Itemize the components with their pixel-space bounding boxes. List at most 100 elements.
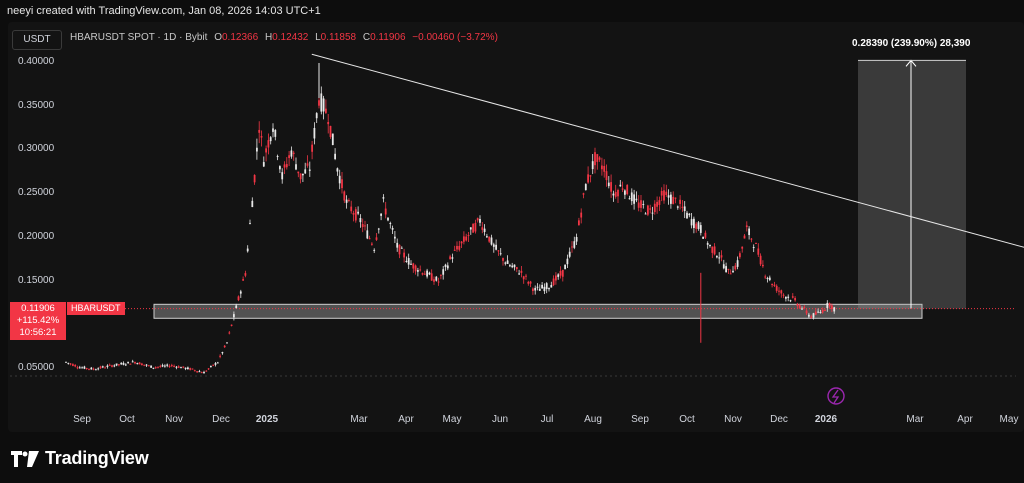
candle-body <box>115 363 118 366</box>
candle-body <box>647 205 649 215</box>
candle-body <box>460 241 463 244</box>
candle-body <box>136 363 139 365</box>
candle-body <box>180 367 182 369</box>
candle-body <box>810 316 813 318</box>
projection-box <box>858 60 966 309</box>
candle-body <box>99 366 102 369</box>
candle-body <box>612 193 615 196</box>
candle-body <box>285 164 288 168</box>
candle-body <box>456 246 458 250</box>
candle-body <box>389 222 392 224</box>
candle-body <box>603 166 606 172</box>
candle-body <box>184 367 187 369</box>
candle-body <box>382 197 385 199</box>
candle-body <box>695 223 698 229</box>
candle-body <box>302 173 304 176</box>
candle-body <box>398 244 401 255</box>
candle-body <box>518 273 520 275</box>
candle-body <box>141 363 143 366</box>
candle-body <box>656 201 658 207</box>
candle-body <box>499 253 502 255</box>
candle-body <box>801 308 803 310</box>
candle-body <box>311 144 313 152</box>
candle-body <box>65 361 67 363</box>
top-bar: neeyi created with TradingView.com, Jan … <box>0 0 1024 22</box>
candle-body <box>221 352 224 354</box>
candle-body <box>824 309 826 311</box>
candle-body <box>584 184 587 191</box>
candle-body <box>624 190 626 195</box>
candle-body <box>131 361 134 363</box>
candle-body <box>375 237 378 240</box>
candle-body <box>366 230 369 239</box>
candle-body <box>138 362 141 365</box>
candle-body <box>256 147 258 152</box>
candle-body <box>515 267 518 270</box>
candle-body <box>235 305 238 309</box>
chart-panel[interactable] <box>8 22 1024 432</box>
candle-body <box>690 219 693 226</box>
candle-body <box>672 196 675 205</box>
ohlc-legend: HBARUSDT SPOT · 1D · Bybit O0.12366 H0.1… <box>70 32 498 43</box>
candle-body <box>686 212 688 219</box>
candle-body <box>561 269 564 277</box>
candle-body <box>681 206 684 208</box>
candle-body <box>446 265 449 269</box>
candle-body <box>292 152 295 155</box>
candle-body <box>635 198 638 201</box>
candle-body <box>589 175 592 177</box>
last-price: 0.11906 <box>21 303 55 314</box>
candle-body <box>729 273 732 275</box>
candle-body <box>143 364 146 366</box>
candle-body <box>628 198 631 200</box>
y-tick-label: 0.05000 <box>18 362 55 373</box>
candle-body <box>711 246 714 253</box>
candle-body <box>69 363 72 365</box>
candle-body <box>108 364 111 366</box>
x-tick-label: Aug <box>584 414 602 425</box>
candle-body <box>134 362 136 364</box>
candle-body <box>483 228 486 232</box>
candle-body <box>295 164 297 170</box>
last-price-tag: 0.11906 +115.42% 10:56:21 <box>10 302 66 340</box>
candle-body <box>826 302 829 309</box>
candle-body <box>281 172 284 180</box>
close-value: 0.11906 <box>370 32 406 43</box>
candle-body <box>548 288 550 290</box>
candle-body <box>808 314 810 317</box>
candle-body <box>212 364 215 366</box>
candle-body <box>368 238 371 240</box>
candle-body <box>555 275 557 281</box>
candle-body <box>463 236 465 242</box>
candle-body <box>260 136 263 138</box>
candle-body <box>766 277 769 279</box>
candle-body <box>345 199 348 203</box>
candle-body <box>626 184 629 195</box>
candle-body <box>203 371 205 374</box>
candle-body <box>152 367 155 369</box>
symbol-label[interactable]: HBARUSDT SPOT · 1D · Bybit <box>70 32 208 43</box>
candle-body <box>538 288 541 291</box>
candle-body <box>734 265 737 270</box>
candle-body <box>752 247 755 249</box>
candle-body <box>341 179 343 189</box>
candle-body <box>741 246 744 249</box>
candle-body <box>173 365 175 367</box>
candle-body <box>371 243 373 245</box>
candle-body <box>789 300 792 302</box>
candle-body <box>479 218 481 223</box>
candle-body <box>315 113 318 119</box>
credit-text: neeyi created with TradingView.com, Jan … <box>7 5 321 17</box>
candle-body <box>219 355 221 357</box>
currency-button[interactable]: USDT <box>12 30 62 50</box>
candle-body <box>755 243 757 245</box>
candle-body <box>196 371 198 373</box>
candle-body <box>421 273 424 275</box>
candle-body <box>417 270 419 272</box>
candle-body <box>364 225 366 227</box>
candle-body <box>688 213 691 216</box>
x-tick-label: Jun <box>491 414 509 425</box>
candle-body <box>743 235 746 239</box>
candle-body <box>486 236 488 238</box>
